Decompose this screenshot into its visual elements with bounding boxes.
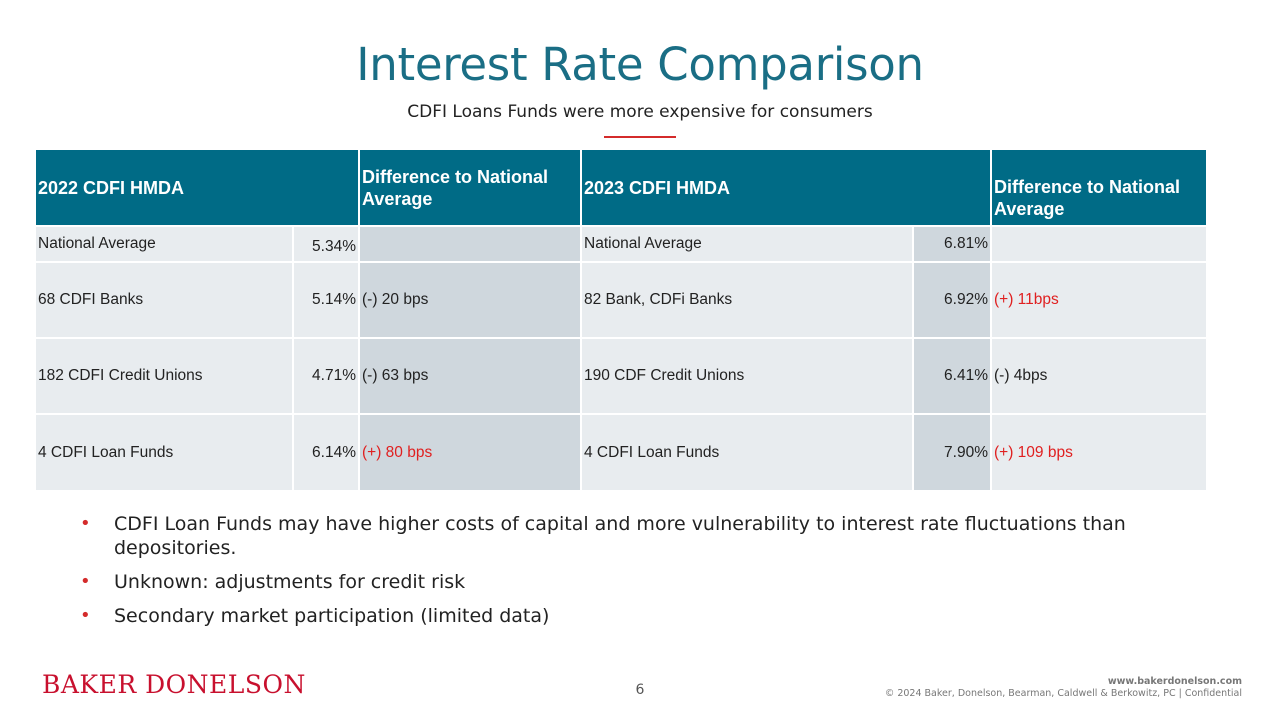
row-2023-value: 6.41% (914, 339, 992, 415)
row-2022-label: National Average (36, 227, 294, 263)
row-2022-label: 182 CDFI Credit Unions (36, 339, 294, 415)
row-2023-diff: (+) 11bps (992, 263, 1208, 339)
row-2023-diff (992, 227, 1208, 263)
row-2023-diff: (-) 4bps (992, 339, 1208, 415)
footer-copyright: © 2024 Baker, Donelson, Bearman, Caldwel… (884, 688, 1242, 699)
header-2022-group: 2022 CDFI HMDA (36, 150, 360, 227)
row-2022-value: 5.34% (294, 227, 360, 263)
row-2022-diff (360, 227, 582, 263)
bullet-list: • CDFI Loan Funds may have higher costs … (80, 512, 1160, 638)
row-2023-value: 6.81% (914, 227, 992, 263)
bullet-dot-icon: • (80, 605, 91, 626)
bullet-item: • Unknown: adjustments for credit risk (80, 570, 1160, 594)
rate-comparison-table: 2022 CDFI HMDA Difference to National Av… (36, 150, 1210, 492)
slide-title: Interest Rate Comparison (356, 38, 924, 91)
bullet-text: Secondary market participation (limited … (114, 605, 550, 627)
row-2022-label: 68 CDFI Banks (36, 263, 294, 339)
header-2023-diff: Difference to National Average (992, 150, 1208, 227)
accent-divider (604, 136, 676, 138)
header-2023-group: 2023 CDFI HMDA (582, 150, 992, 227)
row-2022-diff: (+) 80 bps (360, 415, 582, 492)
page-number: 6 (635, 682, 645, 698)
row-2022-value: 5.14% (294, 263, 360, 339)
bullet-dot-icon: • (80, 571, 91, 592)
row-2023-label: 4 CDFI Loan Funds (582, 415, 914, 492)
row-2023-label: National Average (582, 227, 914, 263)
row-2023-value: 6.92% (914, 263, 992, 339)
bullet-item: • CDFI Loan Funds may have higher costs … (80, 512, 1160, 560)
bullet-item: • Secondary market participation (limite… (80, 604, 1160, 628)
bullet-text: Unknown: adjustments for credit risk (114, 571, 466, 593)
row-2022-diff: (-) 20 bps (360, 263, 582, 339)
row-2023-label: 190 CDF Credit Unions (582, 339, 914, 415)
row-2023-label: 82 Bank, CDFi Banks (582, 263, 914, 339)
bullet-text: CDFI Loan Funds may have higher costs of… (114, 513, 1126, 559)
row-2023-value: 7.90% (914, 415, 992, 492)
baker-donelson-logo: BAKER DONELSON (42, 670, 306, 699)
row-2023-diff: (+) 109 bps (992, 415, 1208, 492)
row-2022-value: 4.71% (294, 339, 360, 415)
bullet-dot-icon: • (80, 513, 91, 534)
footer-url: www.bakerdonelson.com (1107, 676, 1242, 687)
row-2022-value: 6.14% (294, 415, 360, 492)
header-2022-diff: Difference to National Average (360, 150, 582, 227)
slide-subtitle: CDFI Loans Funds were more expensive for… (407, 102, 873, 122)
row-2022-diff: (-) 63 bps (360, 339, 582, 415)
row-2022-label: 4 CDFI Loan Funds (36, 415, 294, 492)
